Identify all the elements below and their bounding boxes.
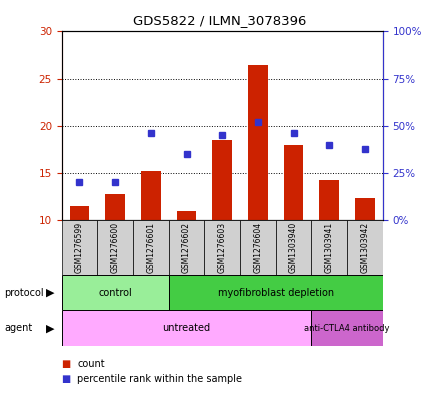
- Bar: [204, 220, 240, 275]
- Text: ▶: ▶: [46, 323, 55, 333]
- Bar: [248, 65, 268, 220]
- Bar: [355, 198, 375, 220]
- Bar: [319, 180, 339, 220]
- Bar: [240, 220, 276, 275]
- Bar: [62, 310, 312, 346]
- Bar: [169, 275, 383, 310]
- Bar: [97, 220, 133, 275]
- Text: protocol: protocol: [4, 288, 44, 298]
- Text: ▶: ▶: [46, 288, 55, 298]
- Bar: [312, 310, 383, 346]
- Text: ■: ■: [62, 358, 71, 369]
- Bar: [62, 275, 169, 310]
- Bar: [177, 211, 196, 220]
- Bar: [62, 220, 97, 275]
- Text: anti-CTLA4 antibody: anti-CTLA4 antibody: [304, 324, 390, 332]
- Text: control: control: [98, 288, 132, 298]
- Text: untreated: untreated: [162, 323, 211, 333]
- Text: GSM1276601: GSM1276601: [147, 222, 155, 273]
- Bar: [70, 206, 89, 220]
- Bar: [213, 140, 232, 220]
- Text: GSM1276604: GSM1276604: [253, 222, 262, 273]
- Bar: [105, 194, 125, 220]
- Bar: [312, 220, 347, 275]
- Text: GSM1276600: GSM1276600: [110, 222, 120, 273]
- Text: percentile rank within the sample: percentile rank within the sample: [77, 374, 242, 384]
- Bar: [133, 220, 169, 275]
- Bar: [141, 171, 161, 220]
- Text: GSM1303942: GSM1303942: [360, 222, 370, 273]
- Text: agent: agent: [4, 323, 33, 333]
- Text: GSM1276599: GSM1276599: [75, 222, 84, 273]
- Text: GSM1276603: GSM1276603: [218, 222, 227, 273]
- Text: GSM1276602: GSM1276602: [182, 222, 191, 273]
- Text: count: count: [77, 358, 105, 369]
- Bar: [347, 220, 383, 275]
- Text: ■: ■: [62, 374, 71, 384]
- Text: GSM1303941: GSM1303941: [325, 222, 334, 273]
- Text: GDS5822 / ILMN_3078396: GDS5822 / ILMN_3078396: [133, 14, 307, 27]
- Bar: [276, 220, 312, 275]
- Text: myofibroblast depletion: myofibroblast depletion: [218, 288, 334, 298]
- Text: GSM1303940: GSM1303940: [289, 222, 298, 273]
- Bar: [169, 220, 204, 275]
- Bar: [284, 145, 304, 220]
